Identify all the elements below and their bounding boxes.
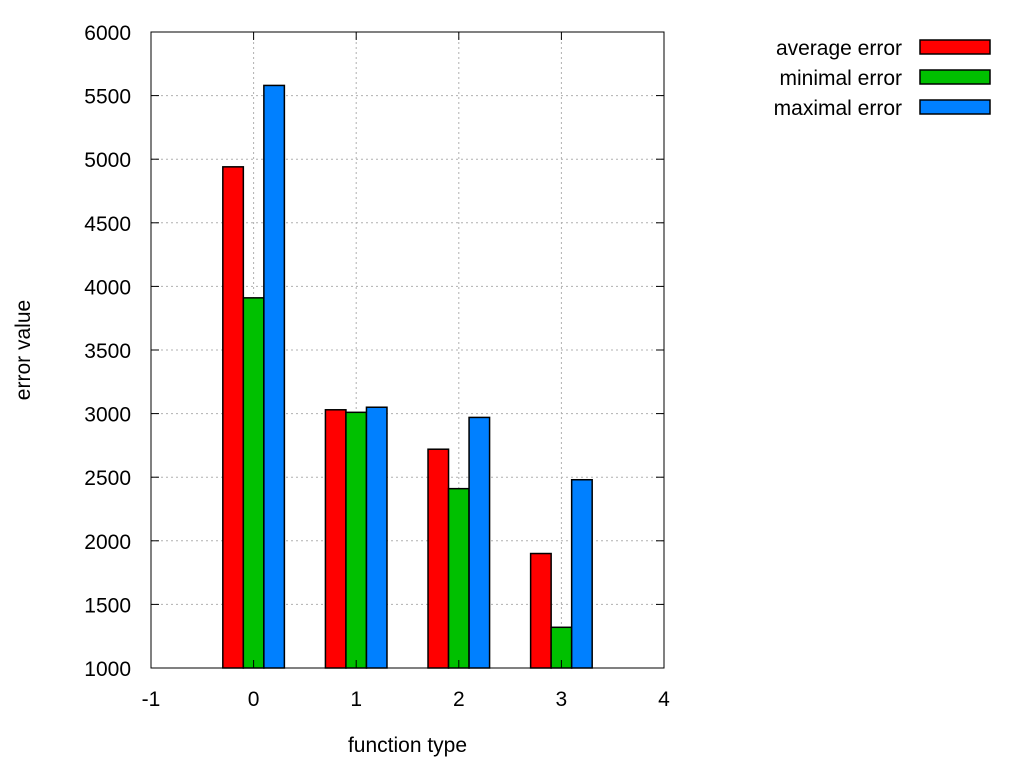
legend-label: minimal error [779,67,902,90]
y-tick-label: 3500 [84,340,131,363]
bar-minimal-error-1 [345,411,368,669]
bar-maximal-error-2 [468,416,491,669]
y-tick-label: 6000 [84,22,131,45]
bars-group [222,84,593,669]
legend: average error minimal error maximal error [774,37,991,120]
legend-swatch [919,69,991,85]
x-tick-label: 0 [248,688,260,711]
bar-maximal-error-0 [263,84,286,669]
y-tick-label: 1000 [84,658,131,681]
x-tick-label: 1 [350,688,362,711]
y-tick-label: 4000 [84,276,131,299]
legend-label: average error [776,37,902,60]
bar-minimal-error-0 [242,297,265,669]
x-tick-label: 3 [556,688,568,711]
x-tick-label: 4 [658,688,670,711]
bar-maximal-error-1 [365,406,388,669]
x-axis-title: function type [348,734,467,757]
y-axis-title: error value [12,300,35,400]
y-tick-label: 2500 [84,467,131,490]
y-tick-label: 2000 [84,531,131,554]
y-tick-label: 5000 [84,149,131,172]
bar-minimal-error-2 [447,487,470,669]
y-tick-label: 5500 [84,86,131,109]
x-tick-label: 2 [453,688,465,711]
bar-average-error-1 [324,409,347,669]
bar-average-error-3 [529,552,552,669]
y-tick-label: 3000 [84,404,131,427]
bar-maximal-error-3 [570,478,593,669]
x-tick-label: -1 [142,688,161,711]
y-tick-label: 4500 [84,213,131,236]
legend-label: maximal error [774,97,902,120]
bar-average-error-2 [427,448,450,669]
y-tick-label: 1500 [84,594,131,617]
x-axis-ticks: -1 0 1 2 3 4 [142,32,670,711]
legend-swatch [919,39,991,55]
legend-swatch [919,99,991,115]
bar-average-error-0 [222,166,245,669]
y-axis-ticks: 1000 1500 2000 2500 3000 3500 4000 4500 5000 5500… [84,22,664,681]
